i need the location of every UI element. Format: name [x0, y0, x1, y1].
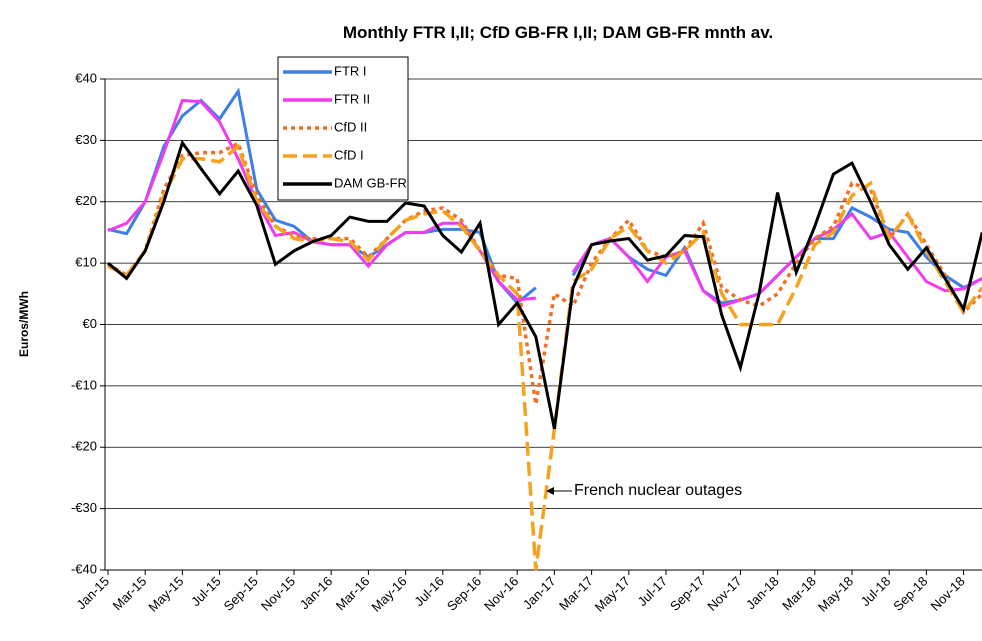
y-tick-label: €10 — [75, 255, 97, 270]
x-tick-label: Sep-16 — [444, 574, 484, 614]
annotation: French nuclear outages — [574, 482, 742, 499]
x-tick-label: May-16 — [368, 574, 409, 615]
x-tick-label: Sep-18 — [890, 574, 930, 614]
x-tick-label: May-17 — [592, 574, 633, 615]
annotation-arrowhead — [546, 487, 554, 495]
x-tick-label: Mar-15 — [110, 574, 150, 614]
y-tick-label: €20 — [75, 193, 97, 208]
x-tick-label: Jan-15 — [73, 574, 112, 613]
legend-label: CfD II — [334, 119, 367, 134]
y-tick-label: €0 — [83, 316, 97, 331]
y-tick-label: -€10 — [71, 377, 97, 392]
legend-label: DAM GB-FR — [334, 175, 407, 190]
y-tick-label: €40 — [75, 70, 97, 85]
series-line — [107, 98, 982, 308]
x-tick-label: Sep-15 — [221, 574, 261, 614]
x-tick-label: Sep-17 — [667, 574, 707, 614]
chart-title: Monthly FTR I,II; CfD GB-FR I,II; DAM GB… — [343, 23, 773, 42]
y-tick-label: €30 — [75, 132, 97, 147]
series-line — [107, 143, 982, 571]
x-tick-label: Jan-18 — [743, 574, 782, 613]
x-tick-label: Jan-17 — [520, 574, 559, 613]
legend-label: CfD I — [334, 147, 364, 162]
x-tick-label: Nov-17 — [704, 574, 744, 614]
x-tick-label: Mar-18 — [779, 574, 819, 614]
x-tick-label: Jul-18 — [858, 574, 894, 610]
x-tick-label: Jan-16 — [297, 574, 336, 613]
y-tick-label: -€30 — [71, 500, 97, 515]
x-tick-label: Jul-17 — [634, 574, 670, 610]
y-axis-label: Euros/MWh — [17, 291, 31, 357]
legend-label: FTR I — [334, 63, 367, 78]
x-tick-label: Nov-18 — [927, 574, 967, 614]
series-line — [107, 141, 982, 405]
x-tick-label: Nov-15 — [258, 574, 298, 614]
legend-label: FTR II — [334, 91, 370, 106]
x-tick-label: Jul-15 — [188, 574, 224, 610]
y-tick-label: -€20 — [71, 439, 97, 454]
y-tick-label: -€40 — [71, 561, 97, 576]
x-tick-label: Mar-17 — [556, 574, 596, 614]
series-line — [107, 139, 982, 430]
x-tick-label: May-18 — [815, 574, 856, 615]
x-tick-label: May-15 — [145, 574, 186, 615]
x-tick-label: Nov-16 — [481, 574, 521, 614]
x-tick-label: Jul-16 — [411, 574, 447, 610]
x-tick-label: Mar-16 — [333, 574, 373, 614]
